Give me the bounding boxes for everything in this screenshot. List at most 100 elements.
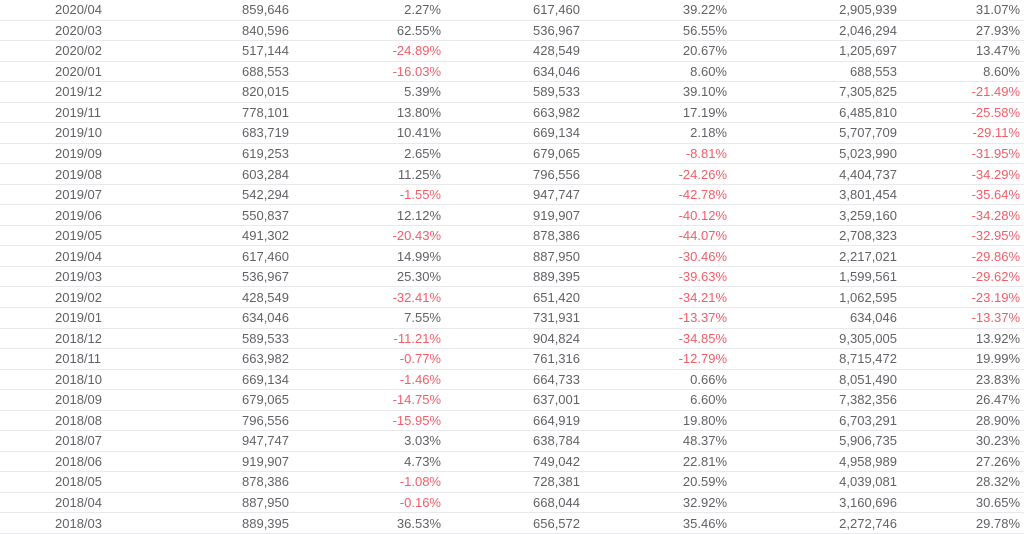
cell-mom-change-pct: -24.89% [392,44,441,58]
cell-cumulative-yoy-change-pct: 30.23% [975,434,1020,448]
cell-mom-change-pct: -15.95% [392,413,441,427]
table-row: 2020/03 840,596 62.55% 536,967 56.55% 2,046,2… [0,20,1024,42]
table-row: 2019/06 550,837 12.12% 919,907 -40.12% 3,259,… [0,205,1024,226]
cell-cumulative-yoy-change-pct: -25.58% [971,105,1020,119]
cell-cumulative-yoy-change-pct: 13.92% [975,331,1020,345]
cell-yoy-change-pct: -34.21% [678,290,727,304]
table-row: 2019/03 536,967 25.30% 889,395 -39.63% 1,599,… [0,266,1024,288]
cell-date: 2020/02 [55,44,102,58]
cell-monthly-value: 840,596 [242,23,289,37]
cell-prior-year-month-value: 796,556 [533,167,580,181]
cell-date: 2018/05 [55,475,102,489]
cell-mom-change-pct: 12.12% [396,208,441,222]
cell-mom-change-pct: 5.39% [404,85,441,99]
cell-yoy-change-pct: 6.60% [690,393,727,407]
cell-monthly-value: 634,046 [242,311,289,325]
cell-monthly-value: 428,549 [242,290,289,304]
cell-cumulative-yoy-change-pct: 8.60% [983,64,1020,78]
table-row: 2019/10 683,719 10.41% 669,134 2.18% 5,707,70… [0,123,1024,144]
table-row: 2020/02 517,144 -24.89% 428,549 20.67% 1,205,… [0,41,1024,62]
cell-prior-year-month-value: 919,907 [533,208,580,222]
cell-cumulative-value: 5,906,735 [839,434,897,448]
cell-cumulative-yoy-change-pct: 31.07% [975,3,1020,17]
cell-monthly-value: 536,967 [242,270,289,284]
table-row: 2019/08 603,284 11.25% 796,556 -24.26% 4,404,… [0,164,1024,185]
cell-date: 2019/10 [55,126,102,140]
cell-yoy-change-pct: -8.81% [685,146,727,160]
cell-mom-change-pct: -0.16% [399,496,441,510]
cell-mom-change-pct: 14.99% [396,249,441,263]
cell-cumulative-yoy-change-pct: 27.93% [975,23,1020,37]
cell-cumulative-yoy-change-pct: 29.78% [975,516,1020,530]
table-row: 2018/06 919,907 4.73% 749,042 22.81% 4,958,98… [0,451,1024,473]
cell-date: 2019/07 [55,188,102,202]
cell-prior-year-month-value: 656,572 [533,516,580,530]
cell-cumulative-value: 4,958,989 [839,454,897,468]
cell-cumulative-value: 1,599,561 [839,270,897,284]
cell-monthly-value: 617,460 [242,249,289,263]
cell-cumulative-value: 2,046,294 [839,23,897,37]
cell-prior-year-month-value: 731,931 [533,311,580,325]
cell-date: 2019/02 [55,290,102,304]
cell-cumulative-yoy-change-pct: -34.29% [971,167,1020,181]
cell-monthly-value: 663,982 [242,352,289,366]
cell-yoy-change-pct: -30.46% [678,249,727,263]
cell-monthly-value: 947,747 [242,434,289,448]
table-row: 2018/05 878,386 -1.08% 728,381 20.59% 4,039,0… [0,472,1024,493]
cell-cumulative-yoy-change-pct: -23.19% [971,290,1020,304]
table-row: 2018/03 889,395 36.53% 656,572 35.46% 2,272,7… [0,513,1024,534]
cell-mom-change-pct: 62.55% [396,23,441,37]
cell-cumulative-yoy-change-pct: 27.26% [975,454,1020,468]
cell-yoy-change-pct: -13.37% [678,311,727,325]
cell-prior-year-month-value: 947,747 [533,188,580,202]
cell-cumulative-yoy-change-pct: -29.11% [972,126,1020,140]
cell-prior-year-month-value: 761,316 [533,352,580,366]
table-row: 2019/12 820,015 5.39% 589,533 39.10% 7,305,82… [0,82,1024,103]
cell-mom-change-pct: -1.08% [399,475,441,489]
cell-prior-year-month-value: 664,919 [533,413,580,427]
cell-yoy-change-pct: -42.78% [678,188,727,202]
cell-yoy-change-pct: -24.26% [678,167,727,181]
cell-prior-year-month-value: 638,784 [533,434,580,448]
cell-date: 2018/07 [55,434,102,448]
table-row: 2019/05 491,302 -20.43% 878,386 -44.07% 2,708… [0,225,1024,247]
cell-cumulative-value: 688,553 [850,64,897,78]
cell-cumulative-value: 6,485,810 [839,105,897,119]
cell-yoy-change-pct: 39.22% [682,3,727,17]
table-row: 2019/11 778,101 13.80% 663,982 17.19% 6,485,8… [0,102,1024,124]
cell-prior-year-month-value: 728,381 [533,475,580,489]
cell-cumulative-value: 7,305,825 [839,85,897,99]
table-row: 2018/09 679,065 -14.75% 637,001 6.60% 7,382,3… [0,390,1024,411]
cell-cumulative-value: 5,023,990 [839,146,897,160]
cell-prior-year-month-value: 589,533 [533,85,580,99]
cell-date: 2019/04 [55,249,102,263]
cell-date: 2018/10 [55,372,102,386]
cell-cumulative-value: 2,708,323 [839,229,897,243]
cell-monthly-value: 688,553 [242,64,289,78]
cell-cumulative-value: 6,703,291 [839,413,897,427]
cell-prior-year-month-value: 749,042 [533,454,580,468]
cell-cumulative-yoy-change-pct: -13.37% [971,311,1020,325]
cell-cumulative-yoy-change-pct: 28.32% [975,475,1020,489]
cell-date: 2019/12 [55,85,102,99]
cell-yoy-change-pct: 2.18% [690,126,727,140]
cell-mom-change-pct: 2.27% [404,3,441,17]
cell-mom-change-pct: 25.30% [396,270,441,284]
cell-monthly-value: 887,950 [242,496,289,510]
cell-monthly-value: 619,253 [242,146,289,160]
cell-date: 2018/12 [55,331,102,345]
cell-mom-change-pct: -11.21% [393,331,441,345]
cell-cumulative-yoy-change-pct: -35.64% [971,188,1020,202]
cell-monthly-value: 491,302 [242,229,289,243]
cell-mom-change-pct: -14.75% [392,393,441,407]
cell-mom-change-pct: 36.53% [396,516,441,530]
cell-date: 2018/09 [55,393,102,407]
cell-monthly-value: 589,533 [242,331,289,345]
cell-prior-year-month-value: 428,549 [533,44,580,58]
cell-mom-change-pct: 7.55% [404,311,441,325]
cell-mom-change-pct: -0.77% [399,352,441,366]
cell-yoy-change-pct: 56.55% [682,23,727,37]
cell-monthly-value: 542,294 [242,188,289,202]
